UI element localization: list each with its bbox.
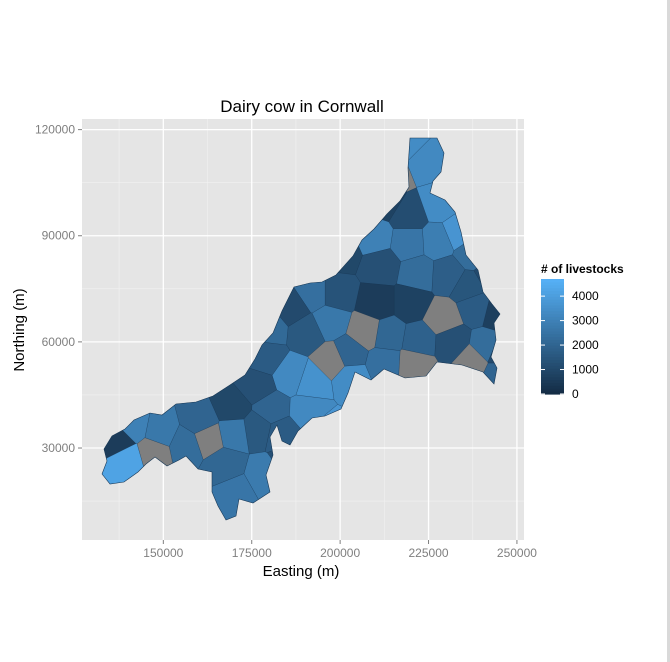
legend-swatch-19 <box>541 336 564 340</box>
legend-label-3000: 3000 <box>572 314 599 328</box>
y-tick-label-120000: 120000 <box>35 123 75 137</box>
legend-swatch-14 <box>541 350 564 355</box>
legend-swatch-30 <box>541 304 564 309</box>
legend-swatch-3 <box>541 382 564 386</box>
legend-swatch-7 <box>541 371 564 375</box>
color-legend: # of livestocks 0 1000 2000 3000 4000 <box>541 262 624 401</box>
legend-swatch-16 <box>541 345 564 349</box>
legend-swatch-20 <box>541 333 564 338</box>
legend-swatch-24 <box>541 322 564 326</box>
legend-swatch-10 <box>541 362 564 366</box>
legend-label-4000: 4000 <box>572 289 599 303</box>
legend-label-2000: 2000 <box>572 338 599 352</box>
legend-swatch-21 <box>541 330 564 335</box>
legend-swatch-18 <box>541 339 564 343</box>
legend-swatch-15 <box>541 348 564 352</box>
legend-colorbar <box>541 279 564 395</box>
legend-swatch-38 <box>541 281 564 286</box>
legend-swatch-27 <box>541 313 564 317</box>
legend-swatch-17 <box>541 342 564 346</box>
legend-label-1000: 1000 <box>572 363 599 377</box>
x-tick-label-250000: 250000 <box>497 546 537 560</box>
legend-swatch-33 <box>541 296 564 300</box>
legend-swatch-39 <box>541 279 564 283</box>
x-tick-label-150000: 150000 <box>143 546 183 560</box>
legend-swatch-29 <box>541 307 564 312</box>
legend-swatch-1 <box>541 388 564 392</box>
legend-swatch-13 <box>541 353 564 358</box>
legend-swatch-11 <box>541 359 564 363</box>
legend-labels: 0 1000 2000 3000 4000 <box>541 289 599 401</box>
chart-title: Dairy cow in Cornwall <box>220 97 383 116</box>
y-tick-label-30000: 30000 <box>42 441 76 455</box>
region-29 <box>374 314 407 351</box>
legend-swatch-8 <box>541 368 564 372</box>
y-axis-label: Northing (m) <box>11 288 28 371</box>
legend-label-0: 0 <box>572 387 579 401</box>
y-tick-label-90000: 90000 <box>42 229 76 243</box>
legend-title: # of livestocks <box>541 262 624 276</box>
legend-swatch-23 <box>541 325 564 329</box>
legend-swatch-2 <box>541 385 564 389</box>
legend-swatch-6 <box>541 373 564 378</box>
legend-swatch-22 <box>541 327 564 332</box>
legend-swatch-28 <box>541 310 564 315</box>
x-axis-label: Easting (m) <box>263 563 340 580</box>
window-edge <box>667 0 670 662</box>
x-tick-label-200000: 200000 <box>320 546 360 560</box>
y-tick-label-60000: 60000 <box>42 335 76 349</box>
legend-swatch-25 <box>541 319 564 323</box>
legend-swatch-12 <box>541 356 564 361</box>
y-axis-ticks: 30000 60000 90000 120000 <box>35 123 82 455</box>
region-34 <box>487 324 500 364</box>
legend-swatch-37 <box>541 284 564 289</box>
x-tick-label-175000: 175000 <box>232 546 272 560</box>
legend-swatch-26 <box>541 316 564 320</box>
legend-swatch-34 <box>541 293 564 297</box>
x-axis-ticks: 150000 175000 200000 225000 250000 <box>143 540 537 560</box>
legend-swatch-9 <box>541 365 564 369</box>
x-tick-label-225000: 225000 <box>409 546 449 560</box>
legend-swatch-36 <box>541 287 564 292</box>
legend-swatch-4 <box>541 379 564 384</box>
legend-swatch-0 <box>541 391 564 395</box>
legend-swatch-35 <box>541 290 564 294</box>
legend-swatch-5 <box>541 376 564 381</box>
legend-swatch-32 <box>541 299 564 303</box>
legend-swatch-31 <box>541 302 564 306</box>
